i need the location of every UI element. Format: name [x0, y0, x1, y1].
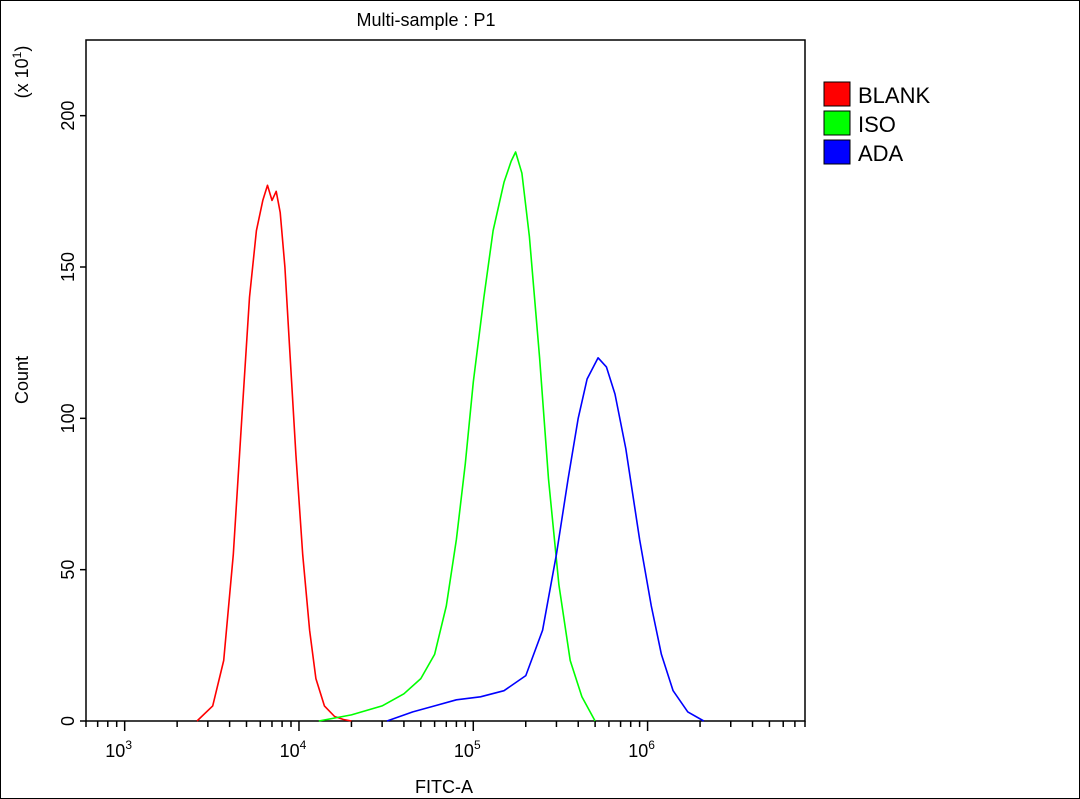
legend-label-iso: ISO: [858, 112, 896, 137]
plot-area: [85, 39, 806, 722]
series-line-ada: [386, 356, 705, 722]
y-axis-label: Count: [12, 356, 32, 404]
series-line-iso: [318, 151, 596, 722]
series-lines: [196, 151, 705, 722]
y-tick-label: 0: [58, 716, 78, 726]
x-tick-label: 103: [105, 738, 132, 761]
y-axis-multiplier: (x 101): [10, 46, 32, 99]
legend-label-ada: ADA: [858, 141, 904, 166]
chart-title: Multi-sample : P1: [356, 10, 495, 30]
x-tick-label: 105: [454, 738, 481, 761]
legend: BLANK ISO ADA: [823, 81, 930, 166]
legend-swatch-blank: [823, 81, 851, 107]
legend-swatch-ada: [823, 139, 851, 165]
x-tick-label: 104: [280, 738, 307, 761]
y-tick-label: 150: [58, 252, 78, 282]
x-tick-label: 106: [628, 738, 655, 761]
y-tick-label: 50: [58, 560, 78, 580]
y-tick-label: 100: [58, 403, 78, 433]
y-axis: 0 50 100 150 200: [58, 101, 86, 726]
x-axis: 103 104 105 106: [85, 721, 806, 761]
y-tick-label: 200: [58, 101, 78, 131]
series-line-blank: [196, 184, 352, 722]
x-axis-label: FITC-A: [415, 777, 473, 797]
legend-swatch-iso: [823, 110, 851, 136]
legend-label-blank: BLANK: [858, 83, 930, 108]
